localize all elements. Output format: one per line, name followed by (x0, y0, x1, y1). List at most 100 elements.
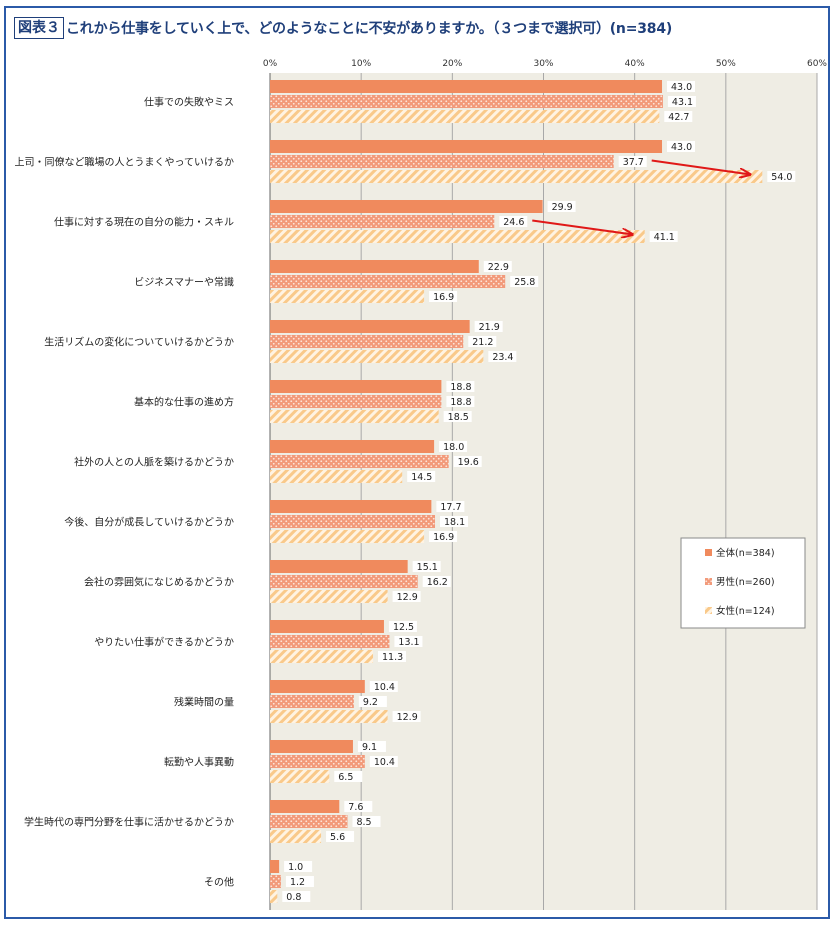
data-label: 41.1 (654, 232, 675, 243)
data-label: 12.9 (397, 712, 418, 723)
data-label: 12.5 (393, 622, 414, 633)
bar-male (270, 395, 442, 408)
data-label-bg (394, 636, 423, 647)
figure-header: 図表３ これから仕事をしていく上で、どのようなことに不安がありますか。（３つまで… (14, 14, 672, 42)
data-label: 1.0 (288, 862, 303, 873)
data-label-bg (667, 141, 696, 152)
data-label: 25.8 (514, 277, 535, 288)
data-label-bg (282, 891, 311, 902)
bar-all (270, 500, 432, 513)
data-label-bg (344, 801, 373, 812)
bar-male (270, 515, 436, 528)
legend-swatch-male (705, 578, 712, 585)
bar-female (270, 830, 322, 843)
data-label: 5.6 (330, 832, 345, 843)
bar-all (270, 860, 280, 873)
data-label-bg (422, 576, 451, 587)
data-label-bg (488, 351, 517, 362)
data-label: 17.7 (440, 502, 461, 513)
bar-all (270, 80, 663, 93)
category-label: 生活リズムの変化についていけるかどうか (44, 336, 234, 349)
data-label-bg (474, 321, 503, 332)
data-label: 9.1 (362, 742, 377, 753)
figure-label: 図表３ (14, 17, 64, 39)
data-label: 24.6 (503, 217, 524, 228)
data-label-bg (443, 411, 472, 422)
bar-male (270, 335, 464, 348)
data-label-bg (429, 291, 458, 302)
bar-all (270, 380, 442, 393)
data-label: 10.4 (374, 757, 395, 768)
bar-male (270, 215, 495, 228)
bar-male (270, 275, 506, 288)
data-label-bg (326, 831, 355, 842)
data-label-bg (547, 201, 576, 212)
data-label: 1.2 (290, 877, 305, 888)
data-label-bg (453, 456, 482, 467)
bar-female (270, 650, 374, 663)
data-label-bg (440, 516, 469, 527)
category-label: 上司・同僚など職場の人とうまくやっていけるか (15, 156, 235, 169)
data-label: 18.5 (448, 412, 469, 423)
bar-all (270, 440, 435, 453)
data-label-bg (468, 336, 497, 347)
data-label: 18.8 (450, 382, 471, 393)
data-label-bg (352, 816, 381, 827)
bar-all (270, 800, 340, 813)
data-label-bg (767, 171, 796, 182)
data-label: 6.5 (338, 772, 353, 783)
x-tick-label: 0% (263, 59, 278, 69)
data-label: 10.4 (374, 682, 395, 693)
x-tick-label: 40% (625, 59, 645, 69)
data-label-bg (664, 111, 693, 122)
category-label: その他 (204, 876, 234, 889)
bar-male (270, 755, 365, 768)
figure-title: これから仕事をしていく上で、どのようなことに不安がありますか。（３つまで選択可）… (66, 21, 673, 37)
data-label: 16.9 (433, 292, 454, 303)
category-label: 学生時代の専門分野を仕事に活かせるかどうか (24, 816, 234, 829)
bar-female (270, 710, 388, 723)
bar-male (270, 575, 418, 588)
x-tick-label: 10% (351, 59, 371, 69)
data-label-bg (429, 531, 458, 542)
data-label-bg (667, 81, 696, 92)
data-label-bg (618, 156, 647, 167)
data-label: 18.8 (450, 397, 471, 408)
data-label: 15.1 (417, 562, 438, 573)
bar-all (270, 560, 408, 573)
data-label: 16.9 (433, 532, 454, 543)
bar-all (270, 140, 663, 153)
bar-all (270, 200, 543, 213)
data-label: 54.0 (771, 172, 792, 183)
data-label-bg (378, 651, 407, 662)
bar-female (270, 470, 403, 483)
x-tick-label: 20% (442, 59, 462, 69)
arrow-annotation (532, 219, 632, 235)
legend-swatch-female (705, 607, 712, 614)
data-label: 43.0 (671, 82, 692, 93)
data-label: 11.3 (382, 652, 403, 663)
x-tick-label: 60% (807, 59, 827, 69)
category-label: ビジネスマナーや常識 (134, 276, 234, 289)
data-label-bg (439, 441, 468, 452)
data-label-bg (392, 711, 421, 722)
data-label: 21.9 (479, 322, 500, 333)
category-label: やりたい仕事ができるかどうか (94, 636, 234, 649)
bar-female (270, 770, 330, 783)
bar-female (270, 170, 763, 183)
data-label: 43.1 (672, 97, 693, 108)
bar-female (270, 290, 425, 303)
data-label-bg (499, 216, 528, 227)
x-tick-label: 50% (716, 59, 736, 69)
data-label-bg (369, 681, 398, 692)
bar-female (270, 230, 645, 243)
bar-female (270, 530, 425, 543)
category-label: 転勤や人事異動 (164, 756, 234, 769)
category-label: 残業時間の量 (174, 696, 234, 709)
bar-male (270, 95, 663, 108)
bar-female (270, 350, 484, 363)
bar-male (270, 815, 348, 828)
data-label-bg (446, 381, 475, 392)
data-label-bg (388, 621, 417, 632)
bar-male (270, 695, 354, 708)
